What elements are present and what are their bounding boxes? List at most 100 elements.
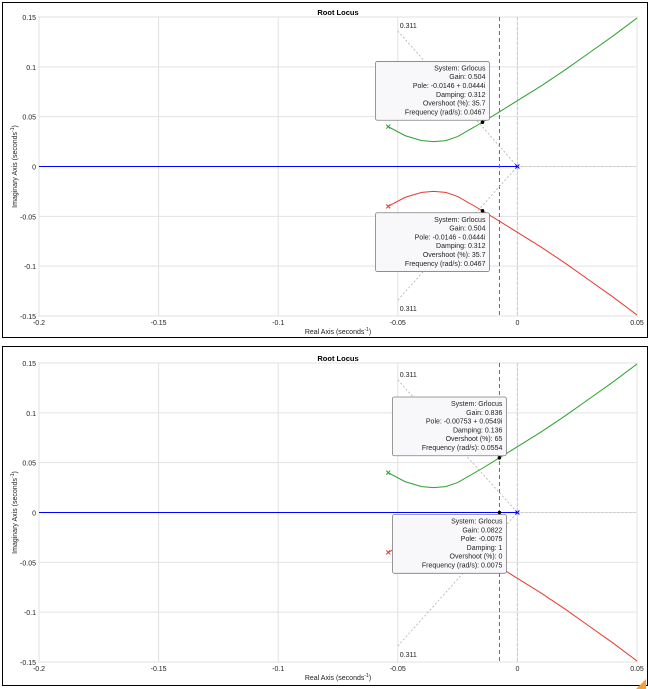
chart0-datatip-line: Frequency (rad/s): 0.0467: [405, 109, 486, 116]
chart0-datatip-line: Overshoot (%): 35.7: [423, 101, 486, 108]
chart0-y-tick-label: -0.15: [20, 314, 36, 321]
chart0-damping-label: 0.311: [400, 23, 417, 30]
chart0-y-tick-label: -0.1: [24, 264, 36, 271]
chart1-pole-marker: [385, 550, 391, 555]
chart1-datatip-line: Frequency (rad/s): 0.0554: [422, 445, 503, 452]
chart1-datatip-line: Gain: 0.0822: [462, 527, 502, 534]
chart0-x-tick-label: -0.1: [272, 320, 284, 327]
chart1-datatip-box: [392, 514, 507, 574]
chart0-pole-marker-stroke: [385, 204, 391, 209]
chart1-pole-marker-stroke: [385, 550, 391, 555]
chart1-pole-marker: [385, 470, 391, 475]
chart0-x-tick-label: 0.05: [630, 320, 644, 327]
chart1-datatip-line: System: Grlocus: [451, 519, 503, 526]
chart1-datatip-line: Overshoot (%): 0: [450, 554, 503, 561]
chart1-datatip-line: Frequency (rad/s): 0.0075: [422, 563, 503, 570]
chart1-datatip-line: Pole: -0.0075: [461, 536, 503, 543]
chart1-pole-marker-stroke: [385, 470, 391, 475]
chart1-y-tick-label: -0.05: [20, 560, 36, 567]
chart0-datatip-line: Damping: 0.312: [436, 243, 486, 250]
chart1-y-axis-label-text: Imaginary Axis (seconds: [12, 477, 19, 553]
chart0-damping-label: 0.311: [400, 306, 417, 313]
chart0-datatip-upper: System: Grlocus Gain: 0.504 Pole: -0.0146 …: [375, 61, 490, 125]
chart0-y-axis-label-sup: -1: [10, 127, 16, 132]
chart1-y-tick-label: 0.05: [22, 461, 36, 468]
chart1-x-axis-label-text: Real Axis (seconds: [305, 675, 365, 682]
chart1-damping-label: 0.311: [400, 652, 417, 659]
chart1-locus-branch-upper: [387, 363, 638, 489]
chart0-datatip-line: Gain: 0.504: [449, 74, 485, 81]
chart0-datatip-point: [480, 208, 485, 213]
chart1-x-tick-label: -0.1: [272, 666, 284, 673]
chart0-datatip-line: Gain: 0.504: [449, 226, 485, 233]
chart0-datatip-box: [375, 212, 490, 272]
root-locus-chart-bottom: 0.311 0.311 System: Grlocus Gain: 0.836 Pole…: [10, 354, 644, 682]
chart1-y-axis-label: Imaginary Axis (seconds-1): [10, 471, 19, 554]
chart0-y-axis-label: Imaginary Axis (seconds-1): [10, 125, 19, 208]
chart1-datatip-point: [497, 510, 502, 515]
chart0-datatip-line: System: Grlocus: [434, 217, 486, 224]
chart0-pole-marker-stroke: [515, 164, 520, 169]
chart1-datatip-line: Damping: 1: [467, 545, 503, 552]
chart1-chart-title: Root Locus: [317, 354, 358, 363]
chart1-damping-label: 0.311: [400, 372, 417, 379]
root-locus-panel-bottom: 0.311 0.311 System: Grlocus Gain: 0.836 Pole…: [2, 346, 648, 686]
chart1-datatip-line: System: Grlocus: [451, 401, 503, 408]
chart0-locus-branch-upper: [387, 17, 638, 143]
chart0-y-axis-label-close: ): [12, 125, 19, 127]
chart1-pole-marker: [515, 510, 520, 515]
chart1-datatip-line: Gain: 0.836: [466, 410, 502, 417]
chart1-y-tick-label: -0.1: [24, 610, 36, 617]
chart0-datatip-line: Pole: -0.0146 + 0.0444i: [413, 83, 486, 90]
chart1-datatip-box: [391, 396, 507, 457]
chart0-pole-marker-stroke: [385, 124, 391, 129]
chart0-datatip-point: [480, 120, 485, 125]
chart1-x-tick-label: 0: [515, 666, 519, 673]
chart0-datatip-line: Damping: 0.312: [436, 92, 486, 99]
chart0-pole-marker: [385, 124, 391, 129]
chart0-x-axis-label-text: Real Axis (seconds: [305, 329, 365, 336]
chart1-x-tick-label: -0.2: [33, 666, 45, 673]
chart0-x-axis-label: Real Axis (seconds-1): [305, 327, 371, 336]
chart0-datatip-line: System: Grlocus: [434, 65, 486, 72]
chart1-y-tick-label: 0.1: [26, 411, 36, 418]
chart0-y-tick-label: 0.05: [22, 115, 36, 122]
chart1-x-tick-label: -0.15: [151, 666, 167, 673]
chart1-y-axis-label-close: ): [12, 471, 19, 473]
chart0-datatip-box: [375, 61, 490, 121]
chart0-x-axis-label-sup: -1: [364, 327, 369, 333]
root-locus-panel-top: 0.311 0.311 System: Grlocus Gain: 0.504 Pole…: [2, 2, 648, 338]
chart1-datatip-line: Pole: -0.00753 + 0.0549i: [426, 419, 503, 426]
chart0-chart-title: Root Locus: [317, 8, 358, 17]
chart1-x-axis-label-close: ): [369, 675, 371, 682]
chart1-datatip-upper: System: Grlocus Gain: 0.836 Pole: -0.00753…: [391, 396, 507, 460]
chart1-datatip-line: Overshoot (%): 65: [446, 436, 503, 443]
chart1-x-axis-label: Real Axis (seconds-1): [305, 673, 371, 682]
chart1-datatip-point: [497, 455, 502, 460]
chart1-y-axis-label-sup: -1: [10, 473, 16, 478]
chart0-datatip-line: Frequency (rad/s): 0.0467: [405, 261, 486, 268]
chart0-y-axis-label-text: Imaginary Axis (seconds: [12, 131, 19, 207]
chart0-pole-marker: [515, 164, 520, 169]
chart0-locus-branch-lower: [387, 190, 638, 316]
chart0-x-tick-label: -0.15: [151, 320, 167, 327]
chart0-x-axis-label-close: ): [369, 329, 371, 336]
chart1-datatip-line: Damping: 0.136: [453, 427, 503, 434]
resize-grip-icon[interactable]: [636, 679, 646, 689]
chart0-datatip-line: Overshoot (%): 35.7: [423, 252, 486, 259]
chart0-y-tick-label: 0: [32, 165, 36, 172]
chart0-x-tick-label: -0.05: [390, 320, 406, 327]
chart0-datatip-line: Pole: -0.0146 - 0.0444i: [415, 234, 486, 241]
chart0-x-tick-label: -0.2: [33, 320, 45, 327]
chart1-x-tick-label: -0.05: [390, 666, 406, 673]
chart0-y-tick-label: -0.05: [20, 214, 36, 221]
chart0-pole-marker: [385, 204, 391, 209]
chart1-x-axis-label-sup: -1: [364, 673, 369, 679]
chart1-pole-marker-stroke: [515, 510, 520, 515]
chart1-y-tick-label: 0: [32, 511, 36, 518]
chart0-x-tick-label: 0: [515, 320, 519, 327]
chart0-y-tick-label: 0.1: [26, 65, 36, 72]
